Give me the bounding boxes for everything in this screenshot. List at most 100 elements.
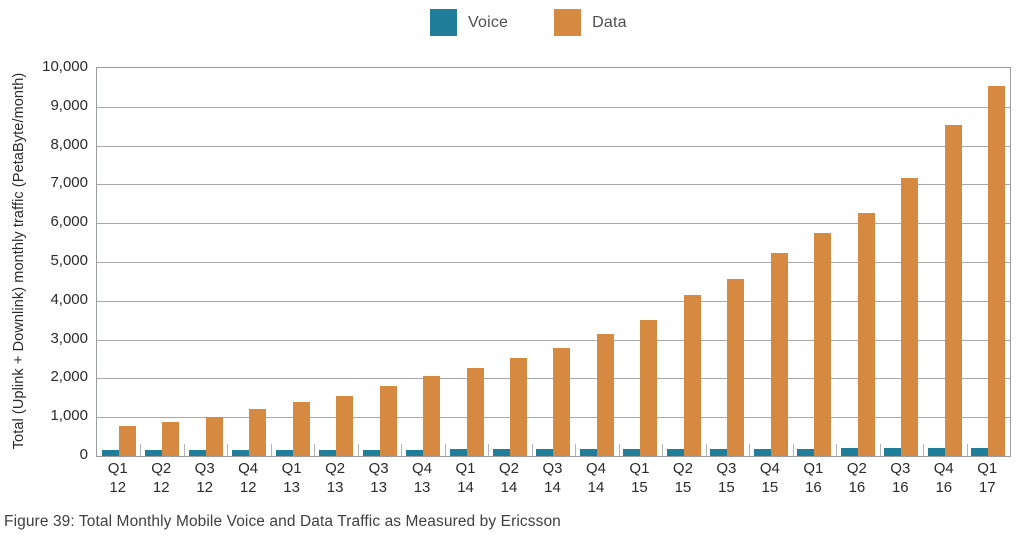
data-bar-Q2-16 xyxy=(857,213,875,456)
bar-group-Q4-16 xyxy=(923,68,966,456)
x-tick-label-Q4-12: Q4 12 xyxy=(238,460,259,496)
voice-bar-Q4-16 xyxy=(927,448,945,456)
voice-bar-Q4-12 xyxy=(232,450,250,456)
bar-group-Q4-15 xyxy=(749,68,792,456)
figure-caption: Figure 39: Total Monthly Mobile Voice an… xyxy=(4,513,561,530)
data-bar-Q1-15 xyxy=(640,320,658,456)
legend-item-data: Data xyxy=(554,9,627,36)
data-bar-Q1-12 xyxy=(118,426,136,456)
y-tick-label-1000: 1,000 xyxy=(50,407,88,425)
voice-bar-Q1-14 xyxy=(449,449,467,456)
x-axis-tick xyxy=(531,444,533,456)
y-tick-label-5000: 5,000 xyxy=(50,252,88,269)
voice-bar-Q1-12 xyxy=(101,450,119,456)
x-tick-label-Q3-16: Q3 16 xyxy=(890,460,911,496)
x-axis-tick xyxy=(183,444,185,456)
chart-legend: Voice Data xyxy=(430,9,673,36)
x-tick-label-Q1-12: Q1 12 xyxy=(107,460,128,496)
y-tick-label-10000: 10,000 xyxy=(42,58,88,75)
voice-bar-Q2-16 xyxy=(840,448,858,456)
x-tick-label-Q1-17: Q1 17 xyxy=(977,460,998,496)
y-tick-label-0: 0 xyxy=(79,446,88,463)
voice-bar-Q3-14 xyxy=(536,449,554,456)
bar-group-Q2-16 xyxy=(836,68,879,456)
bar-group-Q1-15 xyxy=(619,68,662,456)
voice-bar-Q4-13 xyxy=(406,450,424,456)
bar-group-Q3-16 xyxy=(880,68,923,456)
x-axis-tick xyxy=(357,444,359,456)
x-tick-label-Q4-16: Q4 16 xyxy=(933,460,954,496)
data-bar-Q3-16 xyxy=(901,178,919,456)
y-tick-label-3000: 3,000 xyxy=(50,329,88,347)
x-axis-tick xyxy=(879,444,881,456)
x-tick-label-Q3-12: Q3 12 xyxy=(194,460,215,496)
voice-bar-Q1-13 xyxy=(275,450,293,456)
gridline-8000 xyxy=(97,145,1010,147)
x-axis-tick xyxy=(140,444,142,456)
x-tick-label-Q4-14: Q4 14 xyxy=(585,460,606,496)
data-bar-Q2-12 xyxy=(162,422,180,456)
x-axis-tick xyxy=(792,444,794,456)
voice-bar-Q2-14 xyxy=(493,449,511,456)
bar-group-Q3-12 xyxy=(184,68,227,456)
bar-group-Q4-13 xyxy=(401,68,444,456)
data-bar-Q3-12 xyxy=(205,417,223,456)
x-tick-label-Q3-14: Q3 14 xyxy=(542,460,563,496)
data-bar-Q4-14 xyxy=(596,334,614,456)
data-bar-Q4-12 xyxy=(249,409,267,456)
bar-group-Q1-14 xyxy=(445,68,488,456)
legend-item-voice: Voice xyxy=(430,9,508,36)
x-tick-label-Q2-15: Q2 15 xyxy=(672,460,693,496)
x-axis-tick xyxy=(488,444,490,456)
x-tick-label-Q1-16: Q1 16 xyxy=(803,460,824,496)
bar-group-Q1-17 xyxy=(967,68,1010,456)
data-bar-Q1-13 xyxy=(292,402,310,456)
data-bar-Q2-15 xyxy=(683,295,701,456)
x-axis-tick xyxy=(705,444,707,456)
data-legend-swatch xyxy=(554,9,582,36)
voice-bar-Q1-17 xyxy=(971,448,989,456)
bar-group-Q3-15 xyxy=(706,68,749,456)
x-axis-tick xyxy=(662,444,664,456)
x-axis-tick xyxy=(749,444,751,456)
bar-group-Q2-13 xyxy=(314,68,357,456)
voice-bar-Q3-13 xyxy=(362,450,380,456)
voice-bar-Q3-15 xyxy=(710,449,728,456)
gridline-3000 xyxy=(97,339,1010,341)
bar-group-Q2-14 xyxy=(488,68,531,456)
voice-bar-Q1-16 xyxy=(797,449,815,456)
x-tick-label-Q4-15: Q4 15 xyxy=(759,460,780,496)
bar-group-Q1-13 xyxy=(271,68,314,456)
x-axis-tick-labels: Q1 12 Q2 12 Q3 12 Q4 12 Q1 13 Q2 13 Q3 13 Q4 13… xyxy=(96,459,1009,499)
data-bar-Q4-16 xyxy=(944,125,962,456)
gridline-6000 xyxy=(97,223,1010,225)
y-axis-title: Total (Uplink + Downlink) monthly traffi… xyxy=(11,72,27,450)
data-bar-Q2-13 xyxy=(336,396,354,456)
voice-bar-Q2-15 xyxy=(666,449,684,456)
bar-group-Q1-16 xyxy=(793,68,836,456)
x-axis-tick xyxy=(966,444,968,456)
gridline-5000 xyxy=(97,262,1010,263)
x-tick-label-Q1-14: Q1 14 xyxy=(455,460,476,496)
x-axis-tick xyxy=(575,444,577,456)
voice-bar-Q2-13 xyxy=(319,450,337,456)
voice-bar-Q3-16 xyxy=(884,448,902,456)
x-axis-tick xyxy=(836,444,838,456)
x-tick-label-Q1-13: Q1 13 xyxy=(281,460,302,496)
data-legend-label: Data xyxy=(592,13,627,31)
plot-area xyxy=(96,67,1011,457)
x-tick-label-Q2-14: Q2 14 xyxy=(499,460,520,496)
voice-bar-Q2-12 xyxy=(145,450,163,456)
voice-bar-Q4-14 xyxy=(579,449,597,456)
bar-group-Q4-12 xyxy=(227,68,270,456)
y-tick-label-2000: 2,000 xyxy=(50,368,88,386)
bar-group-Q2-12 xyxy=(140,68,183,456)
gridline-4000 xyxy=(97,300,1010,302)
bar-group-Q3-13 xyxy=(358,68,401,456)
data-bar-Q3-15 xyxy=(727,279,745,456)
x-axis-tick xyxy=(618,444,620,456)
y-tick-label-4000: 4,000 xyxy=(50,290,88,308)
voice-bar-Q1-15 xyxy=(623,449,641,456)
y-tick-label-8000: 8,000 xyxy=(50,135,88,153)
